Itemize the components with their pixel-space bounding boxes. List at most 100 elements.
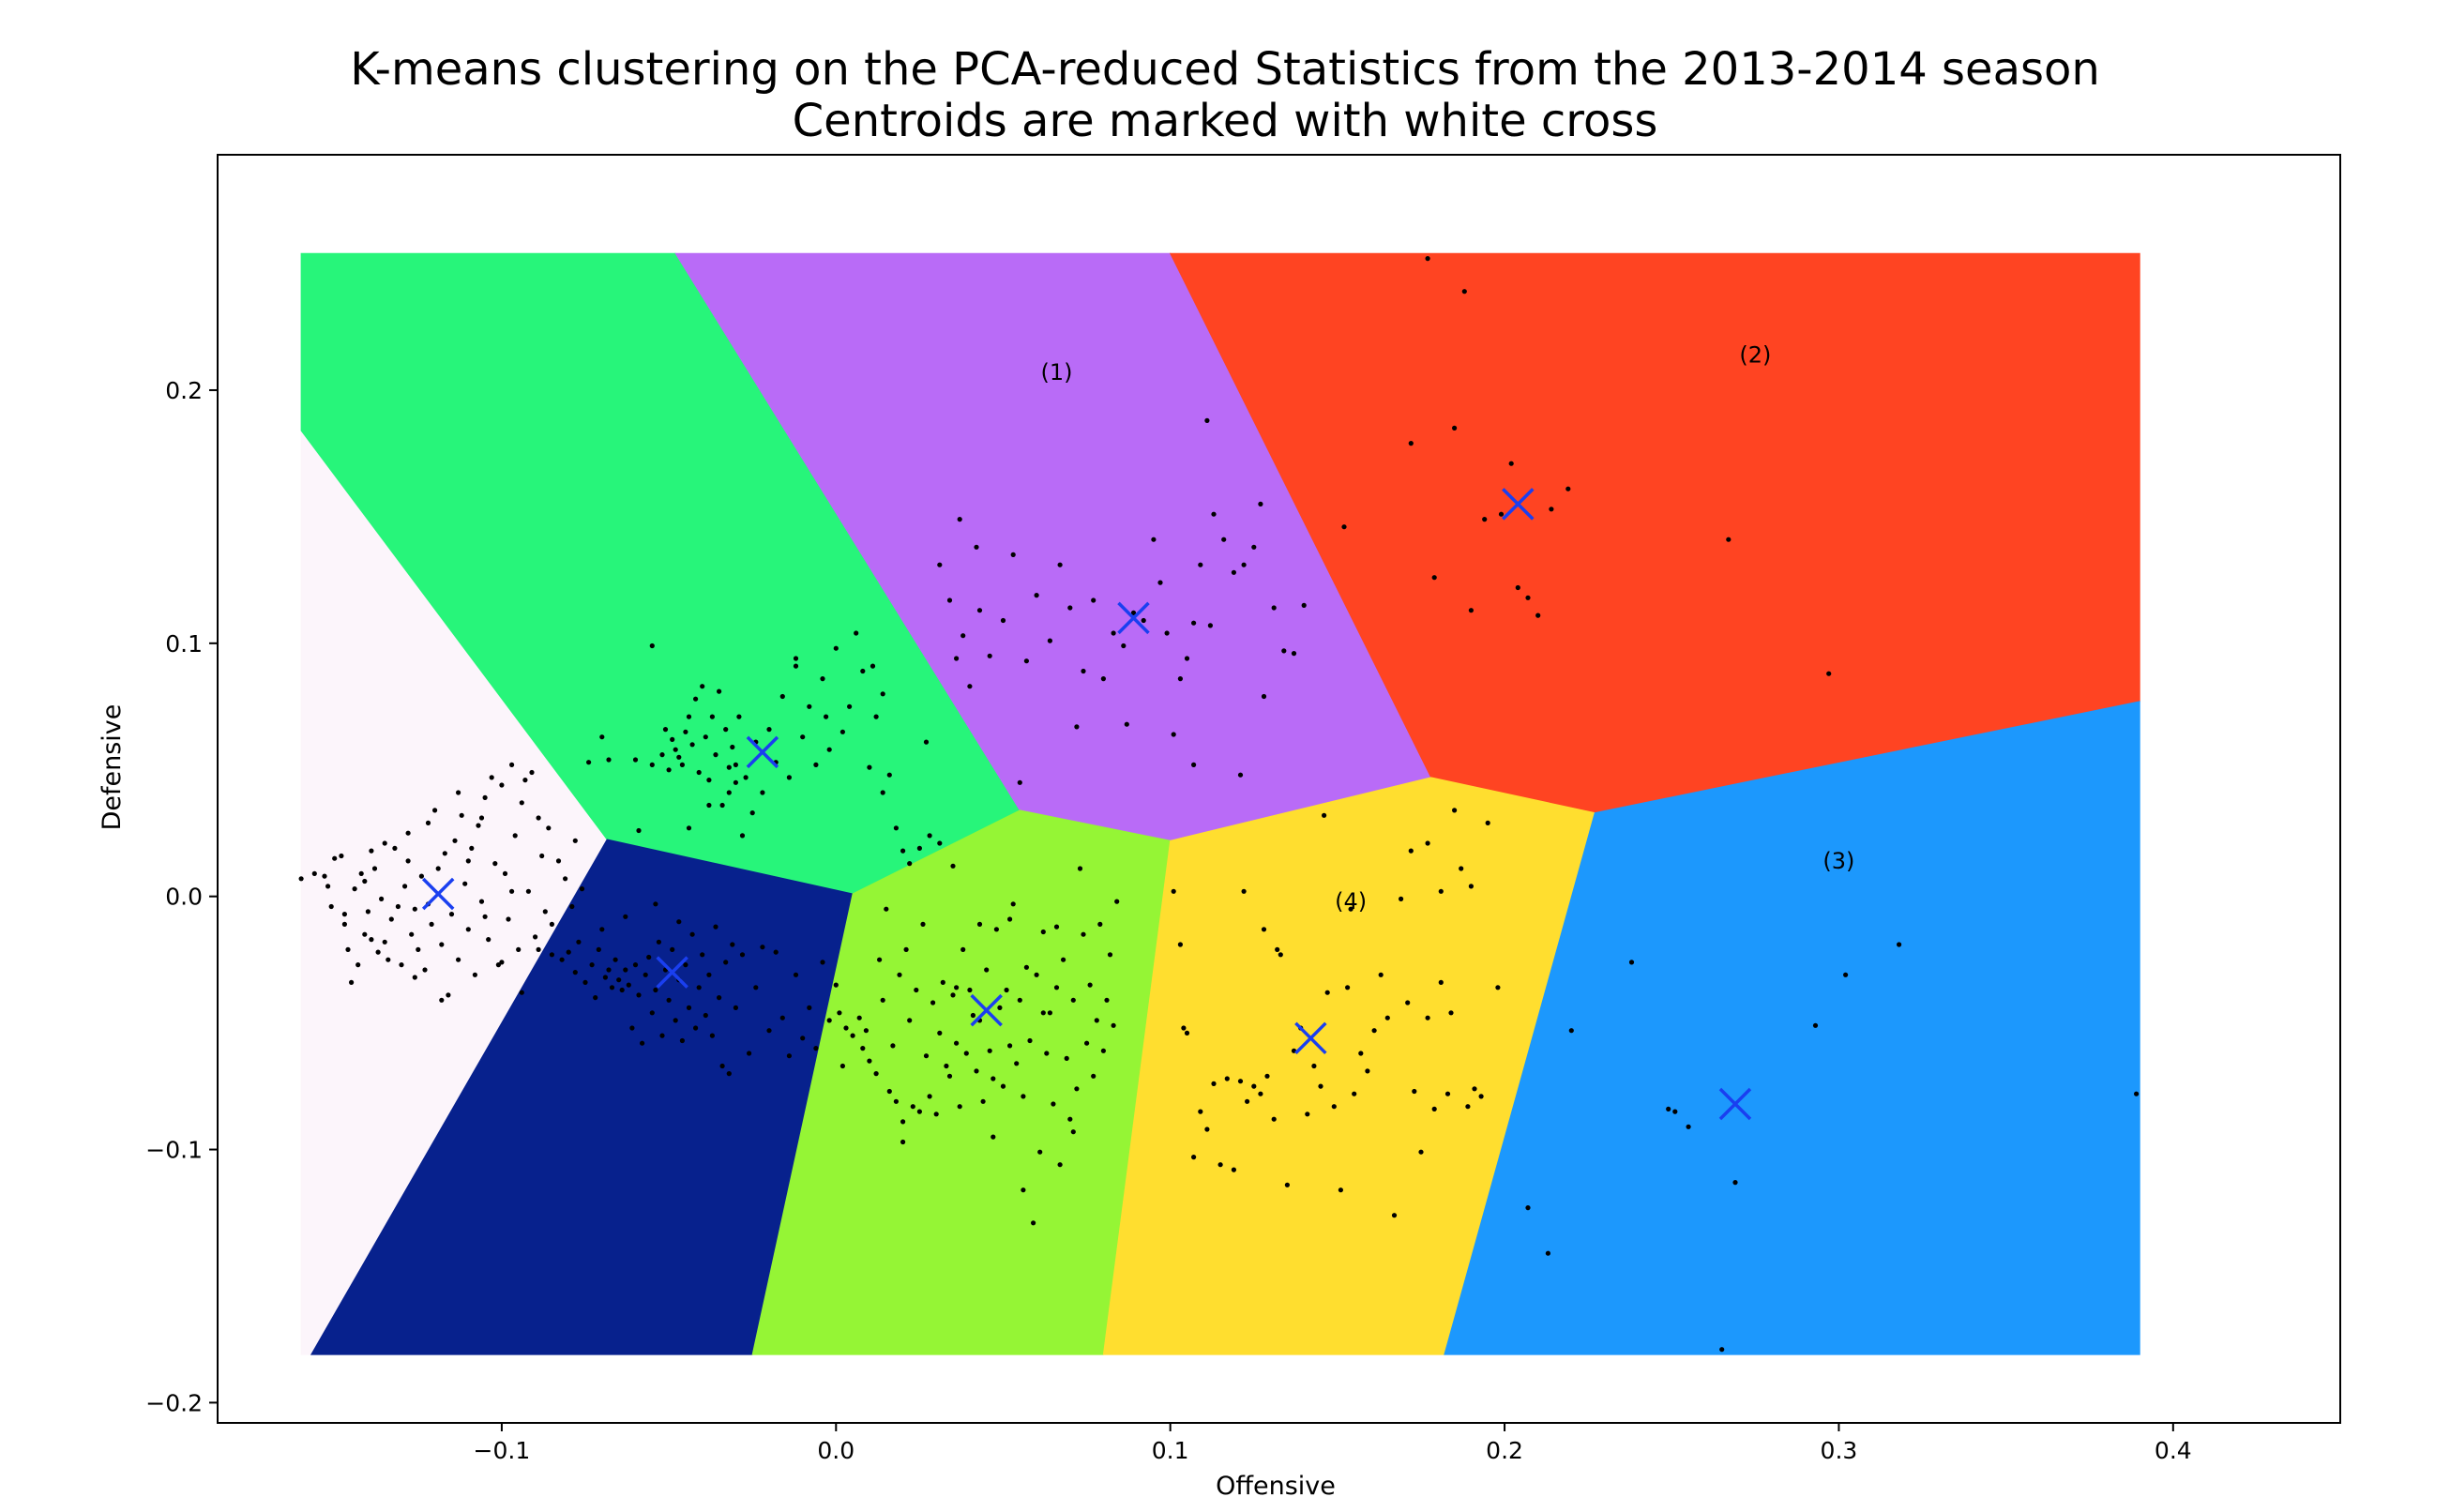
data-point-266 [967,987,973,993]
data-point-228 [923,739,930,745]
data-point-378 [1217,1162,1223,1168]
data-point-81 [499,960,505,965]
data-point-253 [923,1053,930,1059]
data-point-355 [1231,569,1236,575]
data-point-405 [1399,896,1404,902]
data-point-415 [1465,1104,1471,1110]
data-point-87 [509,888,515,894]
data-point-328 [987,653,992,658]
data-point-111 [636,992,642,998]
data-point-181 [719,802,725,809]
data-point-308 [1107,952,1113,958]
data-point-319 [900,1139,906,1145]
data-point-324 [957,517,962,522]
data-point-7 [341,921,347,928]
data-point-161 [632,757,639,763]
data-point-282 [1021,1094,1026,1099]
data-point-180 [717,688,722,694]
data-point-284 [1027,1037,1033,1044]
data-point-104 [612,957,618,962]
data-point-341 [1121,643,1127,649]
data-point-354 [1221,537,1227,542]
data-point-71 [569,903,575,910]
data-point-330 [1010,552,1016,558]
data-point-229 [880,691,885,697]
x-axis-ticks: −0.1 0.0 0.1 0.2 0.3 0.4 [474,1423,2192,1464]
data-point-22 [395,903,401,910]
data-point-217 [649,643,655,649]
data-point-419 [1495,985,1501,990]
data-point-48 [482,794,488,801]
data-point-107 [623,967,628,973]
data-point-452 [1686,1124,1691,1129]
data-point-75 [456,790,461,795]
centroid-marker-5 [656,956,688,989]
chart-title: K-means clustering on the PCA-reduced St… [350,43,2100,96]
data-point-443 [1549,507,1554,512]
data-point-95 [572,970,578,975]
data-point-412 [1444,1091,1451,1096]
data-point-171 [686,714,692,719]
data-point-36 [442,851,447,856]
data-point-232 [843,1025,849,1031]
data-point-227 [870,663,876,669]
data-point-45 [472,972,477,977]
data-point-360 [1281,648,1287,654]
data-point-295 [1064,1055,1069,1061]
data-point-117 [656,939,662,945]
data-point-1 [298,876,304,882]
cluster-annotation-2: (2) [1739,341,1771,368]
data-point-155 [833,982,839,988]
data-point-437 [1482,517,1488,522]
data-point-258 [940,979,945,985]
data-point-173 [693,696,699,702]
data-point-448 [1545,1250,1550,1256]
data-point-20 [388,916,394,922]
data-point-445 [1726,537,1732,542]
data-point-401 [1371,1028,1377,1034]
data-point-306 [1100,1048,1106,1053]
data-point-72 [572,838,578,843]
data-point-326 [967,684,973,689]
data-point-350 [1191,620,1197,626]
data-point-424 [1348,906,1354,912]
data-point-143 [753,985,759,990]
data-point-132 [706,972,712,977]
data-point-149 [793,972,799,977]
data-point-69 [555,858,562,864]
data-point-455 [1812,1022,1819,1028]
data-point-458 [2134,1091,2140,1096]
data-point-152 [813,1046,819,1051]
data-point-345 [1157,580,1163,585]
data-point-61 [525,888,532,894]
data-point-352 [1204,417,1210,423]
data-point-422 [1275,946,1280,953]
data-point-349 [1184,656,1190,661]
data-point-184 [730,744,735,750]
data-point-364 [1237,772,1244,778]
data-point-426 [1438,888,1444,894]
data-points [298,256,2140,1353]
data-point-25 [405,858,411,864]
data-point-216 [937,840,943,846]
data-point-299 [1077,866,1083,871]
data-point-158 [623,914,628,919]
data-point-219 [586,760,592,765]
data-point-327 [976,608,983,613]
centroid-cross-line [1718,1087,1752,1121]
data-point-90 [355,962,361,968]
data-point-260 [946,1073,953,1079]
data-point-264 [960,946,966,953]
data-point-374 [1191,1155,1197,1160]
data-point-131 [703,1012,708,1019]
data-point-196 [793,663,799,669]
data-point-408 [1418,1149,1424,1155]
cluster-annotations: (1) (2) (3) (4) [1041,341,1855,915]
data-point-231 [837,1010,842,1016]
data-point-39 [452,838,458,843]
data-point-49 [486,937,492,943]
data-point-271 [984,967,990,973]
data-point-270 [980,1098,986,1104]
data-point-15 [371,866,378,871]
